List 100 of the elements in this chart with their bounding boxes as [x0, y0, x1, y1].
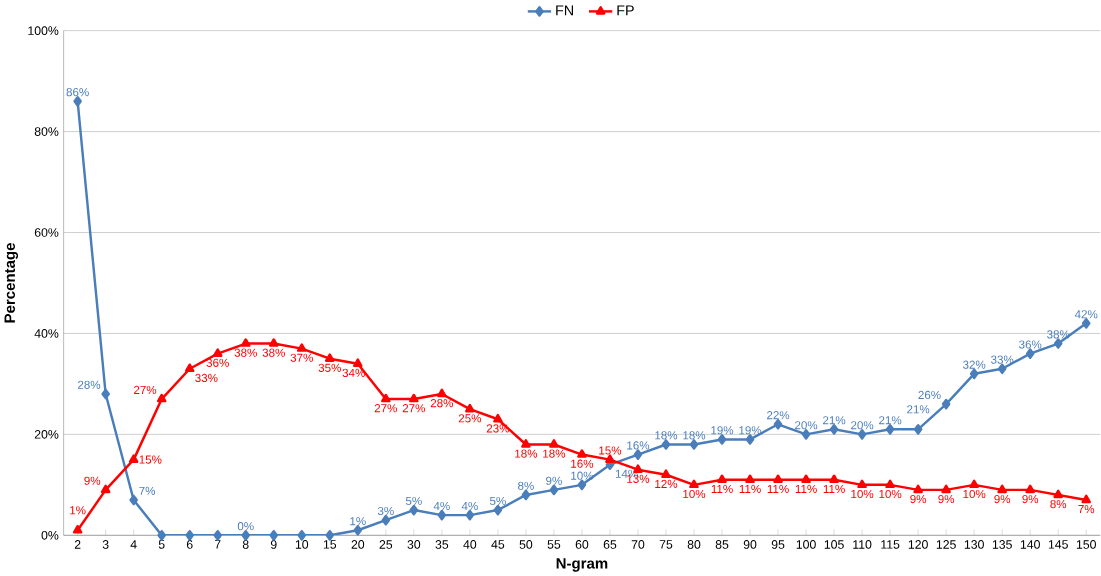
data-label: 16%: [627, 441, 650, 450]
point: [549, 439, 559, 448]
point: [1053, 338, 1063, 349]
x-tick-label: 4: [130, 540, 137, 549]
data-label: 10%: [851, 489, 874, 498]
point: [381, 393, 391, 403]
data-label: 18%: [683, 431, 706, 440]
data-label: 10%: [683, 489, 706, 498]
point: [913, 484, 923, 494]
data-label: 4%: [461, 501, 478, 510]
x-tick-label: 2: [74, 540, 81, 549]
point: [913, 423, 923, 435]
legend-label: FN: [556, 5, 573, 16]
point: [941, 398, 951, 410]
point: [268, 338, 279, 347]
x-tick-label: 9: [270, 540, 277, 549]
point: [72, 524, 83, 534]
point: [941, 484, 951, 494]
data-label: 26%: [918, 390, 941, 399]
point: [577, 479, 587, 491]
point: [969, 479, 979, 489]
x-tick-label: 60: [575, 540, 589, 549]
x-tick-label: 120: [908, 540, 928, 549]
point: [101, 388, 110, 400]
point: [661, 439, 671, 450]
point: [325, 353, 335, 362]
x-tick-label: 8: [242, 540, 249, 549]
point: [184, 363, 195, 372]
data-label: 21%: [823, 416, 846, 425]
data-label: 22%: [767, 410, 790, 420]
x-tick-label: 80: [687, 540, 701, 549]
point: [465, 509, 475, 521]
data-label: 5%: [489, 496, 506, 505]
data-label: 27%: [374, 404, 398, 413]
x-tick-label: 55: [547, 540, 561, 549]
x-tick-label: 65: [603, 540, 617, 549]
y-tick-label: 60%: [34, 228, 59, 237]
x-tick-label: 85: [715, 540, 729, 549]
x-tick-label: 45: [491, 540, 505, 549]
data-label: 12%: [655, 479, 678, 488]
point: [577, 449, 587, 458]
point: [409, 393, 419, 403]
x-tick-label: 90: [743, 540, 757, 549]
point: [829, 474, 839, 483]
point: [100, 484, 111, 494]
data-label: 20%: [851, 421, 874, 430]
data-label: 37%: [290, 353, 313, 362]
point: [717, 474, 727, 483]
data-label: 27%: [402, 404, 426, 413]
point: [1053, 489, 1063, 499]
x-tick-label: 30: [407, 540, 421, 549]
x-tick-label: 15: [323, 540, 337, 549]
legend-label: FP: [617, 5, 634, 16]
point: [128, 454, 139, 463]
data-label: 18%: [515, 449, 538, 458]
data-label: 3%: [377, 506, 394, 516]
data-label: 9%: [994, 494, 1011, 504]
data-label: 36%: [1019, 340, 1042, 349]
data-label: 38%: [262, 348, 285, 357]
data-label: 9%: [938, 494, 955, 504]
data-label: 27%: [134, 385, 157, 394]
data-label: 21%: [907, 405, 930, 414]
point: [521, 489, 531, 501]
point: [269, 529, 279, 541]
point: [156, 393, 167, 403]
point: [297, 529, 307, 541]
data-label: 21%: [879, 416, 902, 425]
x-tick-label: 5: [158, 540, 165, 549]
data-label: 15%: [139, 455, 162, 464]
point: [997, 484, 1007, 494]
x-tick-label: 125: [936, 540, 956, 549]
point: [969, 368, 979, 380]
data-label: 20%: [795, 421, 818, 430]
y-tick-label: 0%: [41, 530, 59, 540]
x-tick-label: 100: [796, 540, 816, 549]
data-label: 25%: [458, 414, 482, 423]
point: [325, 529, 335, 541]
data-label: 19%: [711, 426, 734, 435]
point: [801, 474, 811, 483]
data-label: 9%: [546, 476, 562, 485]
y-tick-label: 80%: [34, 127, 59, 136]
point: [465, 403, 475, 413]
data-label: 18%: [543, 449, 566, 458]
point: [437, 509, 447, 521]
point: [353, 358, 363, 367]
data-label: 8%: [1050, 499, 1067, 509]
data-label: 11%: [823, 484, 845, 493]
point: [857, 479, 867, 489]
data-label: 7%: [1078, 504, 1095, 514]
data-label: 28%: [77, 380, 101, 389]
data-label: 42%: [1074, 310, 1098, 319]
x-tick-label: 35: [435, 540, 449, 549]
data-label: 1%: [350, 517, 366, 526]
data-label: 18%: [655, 431, 678, 440]
x-tick-label: 95: [771, 540, 785, 549]
point: [381, 514, 391, 526]
x-tick-label: 40: [463, 540, 477, 549]
data-label: 10%: [963, 489, 986, 498]
y-axis-title: Percentage: [4, 242, 19, 323]
data-label: 11%: [711, 484, 733, 493]
